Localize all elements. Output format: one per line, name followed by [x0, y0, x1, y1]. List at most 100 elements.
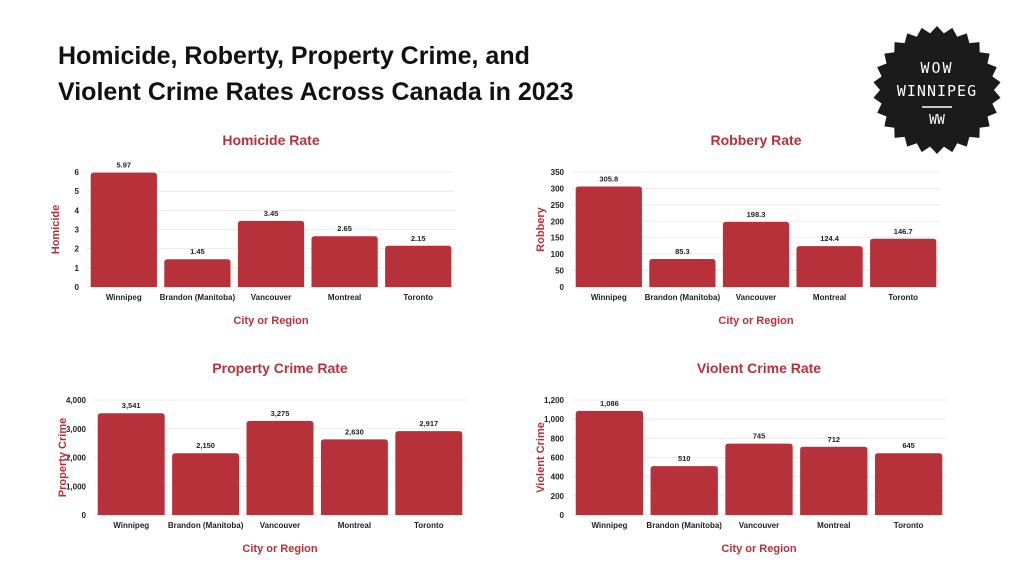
- category-label: Brandon (Manitoba): [646, 521, 722, 530]
- data-label: 3,541: [122, 401, 141, 410]
- data-label: 5.97: [116, 161, 131, 170]
- robbery-rate-chart: Robbery Rate 0 50 100 150 200 250 300 350 Robbery…: [525, 125, 965, 335]
- y-tick-label: 0: [75, 283, 80, 292]
- category-label: Winnipeg: [591, 521, 627, 530]
- category-label: Montreal: [328, 293, 361, 302]
- y-tick-label: 1,000: [66, 482, 87, 491]
- bar-vancouver: [722, 221, 790, 287]
- homicide-rate-chart: Homicide Rate 0 1 2 3 4 5 6 Homicide 5.97 Winnipeg…: [40, 125, 480, 335]
- y-axis-label: Violent Crime: [535, 422, 547, 493]
- y-tick-label: 2: [75, 245, 80, 254]
- y-tick-label: 400: [551, 473, 565, 482]
- category-label: Montreal: [813, 293, 846, 302]
- y-tick-label: 600: [551, 454, 565, 463]
- data-label: 124.4: [820, 234, 840, 243]
- wow-winnipeg-logo: WOW WINNIPEG WW: [873, 26, 1001, 154]
- data-label: 2,917: [419, 419, 438, 428]
- bar-toronto: [395, 431, 463, 515]
- category-label: Vancouver: [260, 521, 300, 530]
- y-tick-label: 0: [560, 283, 565, 292]
- category-label: Brandon (Manitoba): [160, 293, 236, 302]
- category-label: Montreal: [817, 521, 850, 530]
- y-tick-label: 300: [551, 184, 565, 193]
- chart-svg: Violent Crime Rate 0 200 400 600 800 1,000 1,20…: [535, 360, 946, 555]
- y-tick-label: 0: [560, 511, 565, 520]
- bar-vancouver: [246, 420, 314, 515]
- y-tick-label: 2,000: [66, 454, 87, 463]
- bar-toronto: [870, 238, 937, 287]
- x-axis-label: City or Region: [718, 315, 793, 327]
- y-tick-label: 1: [75, 264, 80, 273]
- category-label: Montreal: [338, 521, 371, 530]
- data-label: 85.3: [675, 247, 690, 256]
- chart-svg: Property Crime Rate 0 1,000 2,000 3,000 4,000…: [57, 360, 466, 555]
- category-label: Vancouver: [736, 293, 776, 302]
- y-tick-label: 5: [75, 187, 80, 196]
- y-tick-label: 250: [551, 201, 565, 210]
- bar-toronto: [874, 453, 943, 515]
- data-label: 2,150: [196, 441, 215, 450]
- page-title: Homicide, Roberty, Property Crime, and V…: [58, 38, 678, 110]
- bar-montreal: [796, 246, 863, 287]
- category-label: Brandon (Manitoba): [645, 293, 721, 302]
- category-label: Vancouver: [739, 521, 779, 530]
- bar-winnipeg: [575, 186, 642, 287]
- bar-vancouver: [725, 443, 793, 515]
- bar-montreal: [800, 446, 868, 515]
- y-tick-label: 1,000: [544, 415, 565, 424]
- bar-winnipeg: [97, 413, 165, 515]
- y-tick-label: 4,000: [66, 396, 87, 405]
- data-label: 745: [753, 432, 766, 441]
- y-tick-label: 3,000: [66, 425, 87, 434]
- chart-title: Violent Crime Rate: [697, 360, 821, 376]
- category-label: Winnipeg: [113, 521, 149, 530]
- category-label: Brandon (Manitoba): [168, 521, 244, 530]
- y-tick-label: 3: [75, 226, 80, 235]
- data-label: 645: [902, 441, 915, 450]
- data-label: 3,275: [271, 409, 290, 418]
- title-line-2: Violent Crime Rates Across Canada in 202…: [58, 78, 574, 106]
- violent-crime-rate-chart: Violent Crime Rate 0 200 400 600 800 1,000 1,20…: [525, 353, 965, 563]
- bar-winnipeg: [575, 410, 644, 515]
- y-tick-label: 150: [551, 234, 565, 243]
- logo-line-1: WOW: [920, 59, 953, 77]
- bar-montreal: [311, 236, 378, 287]
- data-label: 2,630: [345, 427, 364, 436]
- data-label: 3.45: [264, 209, 279, 218]
- y-tick-label: 1,200: [544, 396, 565, 405]
- x-axis-label: City or Region: [242, 543, 317, 555]
- chart-title: Property Crime Rate: [212, 360, 348, 376]
- bar-winnipeg: [90, 172, 157, 287]
- y-tick-label: 800: [551, 434, 565, 443]
- logo-line-3: WW: [929, 113, 945, 128]
- chart-svg: Robbery Rate 0 50 100 150 200 250 300 350 Robbery…: [535, 132, 940, 327]
- category-label: Vancouver: [251, 293, 291, 302]
- title-line-1: Homicide, Roberty, Property Crime, and: [58, 42, 530, 70]
- logo-line-2: WINNIPEG: [897, 82, 977, 100]
- category-label: Winnipeg: [106, 293, 142, 302]
- bar-brandon-manitoba: [172, 453, 240, 515]
- y-axis-label: Robbery: [535, 206, 547, 252]
- data-label: 712: [828, 435, 841, 444]
- data-label: 2.15: [411, 234, 426, 243]
- bar-vancouver: [237, 220, 305, 287]
- y-axis-label: Homicide: [50, 205, 62, 255]
- data-label: 305.8: [599, 175, 618, 184]
- category-label: Winnipeg: [591, 293, 627, 302]
- y-tick-label: 4: [75, 206, 80, 215]
- bar-brandon-manitoba: [649, 258, 716, 287]
- badge-seal-shape: [873, 26, 1001, 154]
- y-tick-label: 6: [75, 168, 80, 177]
- y-tick-label: 350: [551, 168, 565, 177]
- chart-title: Homicide Rate: [222, 132, 319, 148]
- category-label: Toronto: [888, 293, 918, 302]
- data-label: 198.3: [747, 210, 766, 219]
- data-label: 2.65: [337, 224, 352, 233]
- property-crime-rate-chart: Property Crime Rate 0 1,000 2,000 3,000 4,000…: [40, 353, 480, 563]
- category-label: Toronto: [894, 521, 924, 530]
- y-tick-label: 200: [551, 217, 565, 226]
- y-axis-label: Property Crime: [57, 418, 69, 497]
- category-label: Toronto: [414, 521, 444, 530]
- x-axis-label: City or Region: [233, 315, 308, 327]
- data-label: 510: [678, 454, 691, 463]
